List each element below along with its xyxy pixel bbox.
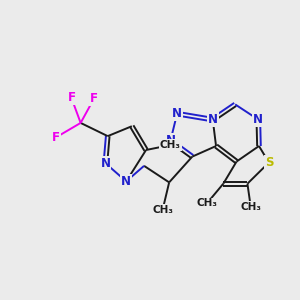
Text: CH₃: CH₃ bbox=[152, 205, 173, 215]
Text: CH₃: CH₃ bbox=[196, 199, 217, 208]
Text: F: F bbox=[52, 131, 60, 144]
Text: CH₃: CH₃ bbox=[160, 140, 181, 150]
Text: F: F bbox=[68, 91, 75, 104]
Text: CH₃: CH₃ bbox=[240, 202, 261, 212]
Text: N: N bbox=[172, 107, 182, 120]
Text: F: F bbox=[90, 92, 98, 105]
Text: N: N bbox=[253, 113, 263, 126]
Text: N: N bbox=[121, 175, 131, 188]
Text: N: N bbox=[100, 157, 110, 170]
Text: N: N bbox=[166, 134, 176, 147]
Text: N: N bbox=[208, 113, 218, 126]
Text: S: S bbox=[265, 156, 273, 169]
